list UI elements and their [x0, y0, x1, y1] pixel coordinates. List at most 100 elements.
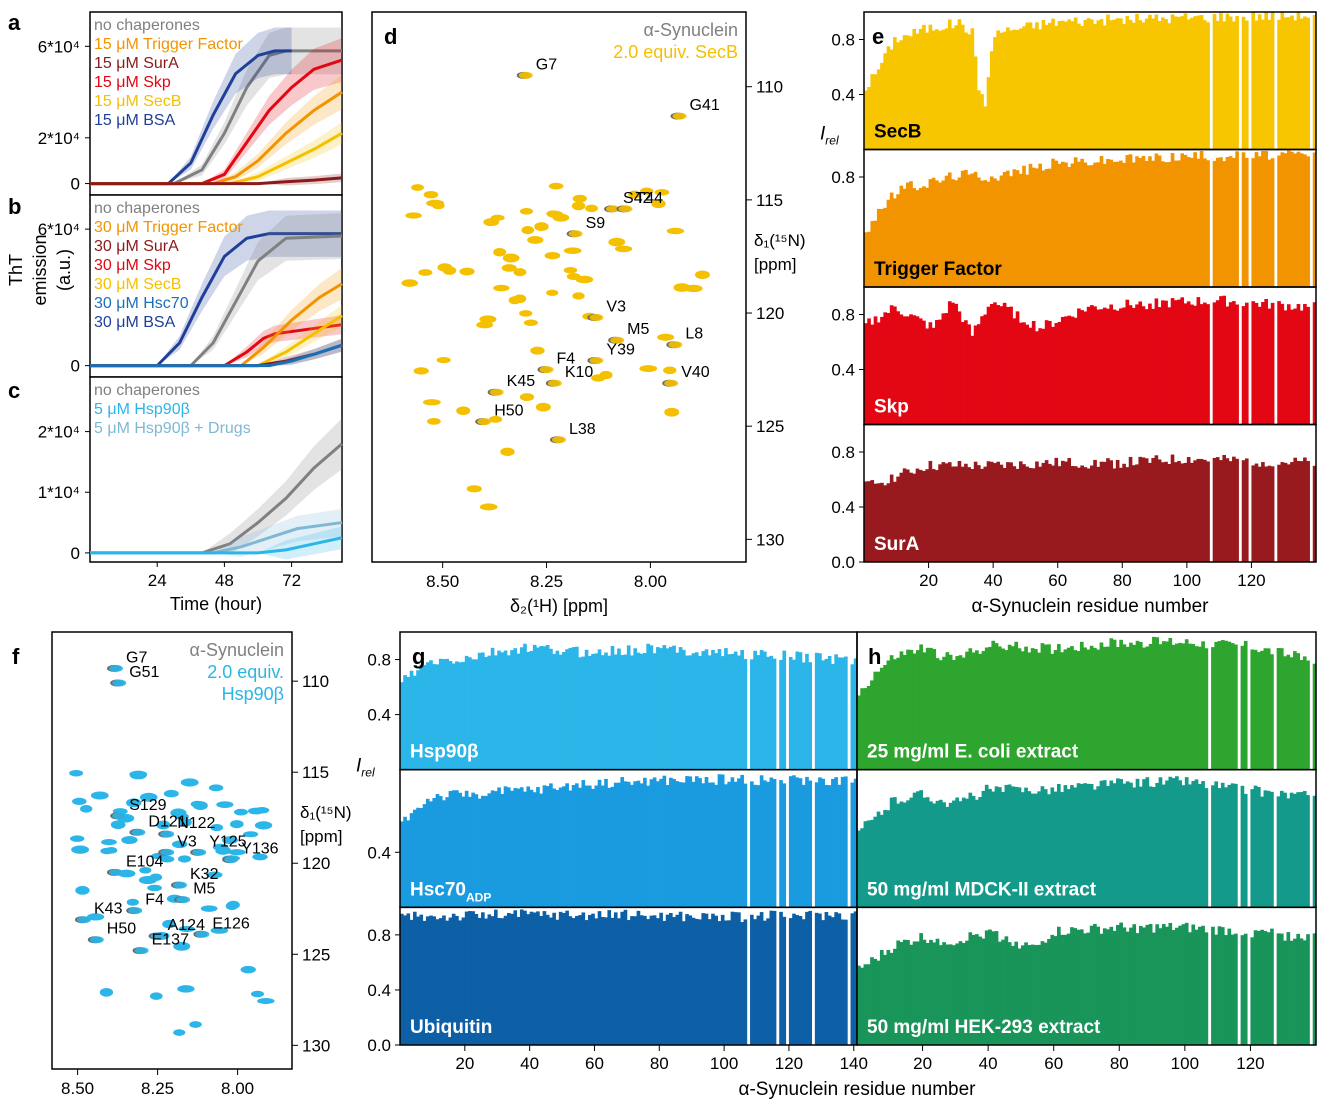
- residue-bar: [1161, 300, 1165, 425]
- residue-bar: [1280, 303, 1285, 425]
- residue-bar: [581, 656, 586, 770]
- y-axis-label-subscript: rel: [361, 766, 375, 780]
- residue-bar: [1086, 783, 1091, 908]
- residue-bar: [662, 920, 667, 1045]
- residue-bar: [1303, 16, 1307, 150]
- nmr-peak-labelled: [192, 848, 207, 856]
- residue-bar: [526, 786, 531, 908]
- residue-bar: [1080, 310, 1084, 425]
- residue-bar: [1235, 151, 1239, 287]
- residue-bar: [691, 653, 696, 770]
- residue-bar: [1286, 798, 1291, 908]
- residue-bar: [922, 939, 927, 1045]
- residue-bar: [1048, 463, 1052, 562]
- residue-bar: [837, 657, 842, 770]
- residue-bar: [717, 921, 722, 1045]
- residue-bar: [1170, 14, 1175, 150]
- residue-bar: [711, 913, 715, 1045]
- residue-bar: [1056, 783, 1061, 908]
- residue-bar: [968, 792, 973, 908]
- residue-bar: [805, 653, 809, 770]
- residue-bar: [412, 675, 417, 770]
- residue-bar: [909, 472, 913, 562]
- residue-bar: [860, 828, 864, 908]
- residue-bar: [1290, 309, 1294, 425]
- residue-bar: [1025, 174, 1030, 287]
- residue-bar: [400, 913, 404, 1045]
- residue-bar: [1244, 458, 1249, 562]
- residue-bar: [519, 647, 524, 770]
- residue-bar: [925, 469, 929, 562]
- residue-bar: [643, 777, 647, 908]
- residue-bar: [448, 791, 453, 908]
- nmr-peak: [252, 853, 268, 861]
- nmr-peak: [177, 985, 195, 993]
- y-axis-label-f: [ppm]: [300, 827, 343, 846]
- residue-bar: [876, 811, 881, 908]
- nmr-peak: [240, 965, 256, 974]
- residue-bar: [824, 784, 829, 908]
- residue-bar: [1086, 165, 1091, 287]
- residue-bar: [662, 775, 667, 908]
- y-tick-label-a: 0: [71, 175, 80, 194]
- y-tick-label-e: 0.8: [831, 306, 855, 325]
- residue-bar: [639, 915, 644, 1045]
- nmr-peak: [171, 840, 188, 849]
- nmr-peak-labelled: [568, 230, 583, 238]
- residue-bar: [484, 795, 488, 908]
- y-tick-label-a: 2*10⁴: [38, 129, 80, 148]
- nmr-peak-labelled: [547, 379, 562, 387]
- residue-bar: [1157, 155, 1162, 287]
- residue-bar: [1293, 651, 1297, 770]
- residue-bar: [1025, 324, 1030, 425]
- residue-bar: [915, 316, 920, 425]
- nmr-peak: [138, 875, 157, 885]
- residue-bar: [1122, 463, 1126, 562]
- residue-bar: [1060, 460, 1065, 562]
- residue-bar: [1116, 924, 1120, 1045]
- residue-bar: [983, 314, 988, 425]
- residue-bar: [474, 913, 479, 1045]
- residue-bar: [678, 647, 683, 770]
- residue-bar: [1171, 778, 1176, 908]
- y-tick-label-f: 110: [302, 672, 329, 691]
- nmr-peak: [210, 927, 229, 934]
- nmr-peak: [572, 292, 585, 300]
- residue-bar: [1093, 789, 1097, 908]
- residue-bar: [445, 920, 450, 1045]
- residue-bar: [795, 915, 800, 1045]
- residue-bar: [730, 911, 735, 1045]
- x-tick-label-h: 120: [1236, 1054, 1264, 1073]
- nmr-peak: [500, 447, 515, 457]
- residue-bar: [539, 916, 544, 1045]
- residue-bar: [935, 29, 939, 150]
- residue-bar: [957, 177, 962, 287]
- residue-bar: [1038, 328, 1042, 425]
- legend-entry-c: 5 μM Hsp90β: [94, 401, 190, 418]
- residue-bar: [1093, 162, 1097, 287]
- residue-bar: [879, 667, 884, 770]
- residue-bar: [685, 914, 689, 1045]
- residue-bar: [1064, 162, 1068, 287]
- y-tick-label-b: 6*10⁴: [38, 220, 80, 239]
- residue-bar: [1077, 467, 1081, 562]
- panel-label-g: g: [412, 644, 425, 669]
- residue-bar: [840, 776, 845, 908]
- legend-entry-b: 30 μM Hsc70: [94, 295, 189, 312]
- nmr-peak: [147, 884, 162, 892]
- residue-bar: [1054, 323, 1059, 425]
- residue-bar: [1253, 930, 1258, 1045]
- peak-label: G51: [129, 664, 159, 681]
- residue-bar: [730, 777, 735, 908]
- nmr-peak-labelled: [539, 366, 554, 374]
- residue-bar: [831, 917, 835, 1045]
- residue-bar: [879, 949, 884, 1045]
- nmr-peak-labelled: [664, 379, 679, 387]
- residue-bar: [902, 35, 907, 150]
- residue-bar: [597, 649, 602, 770]
- residue-bar: [1196, 15, 1201, 150]
- residue-bar: [1079, 929, 1084, 1045]
- residue-bar: [1299, 938, 1304, 1045]
- residue-bar: [1152, 932, 1156, 1045]
